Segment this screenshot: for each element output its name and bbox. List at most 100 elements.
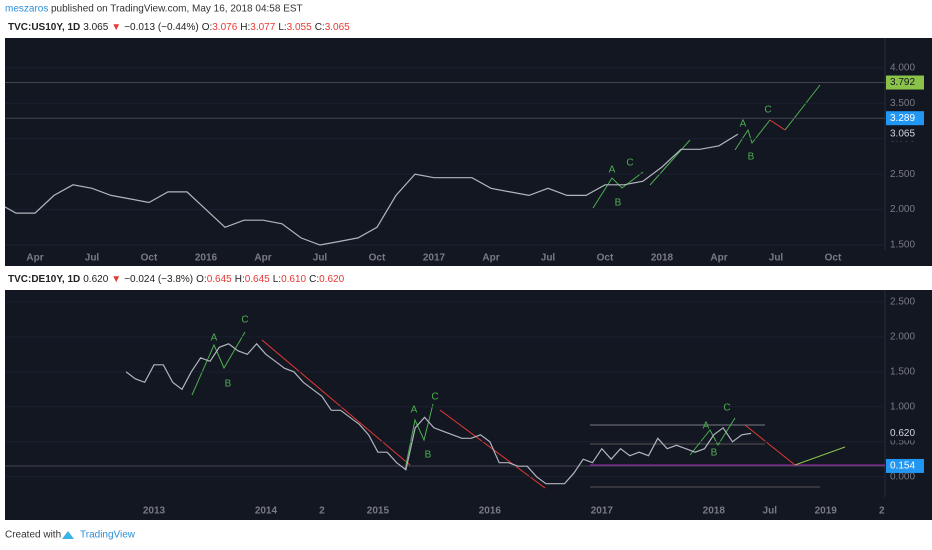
wave	[744, 424, 796, 466]
x-tick-label: 2015	[367, 506, 390, 517]
y-tick-label: 2.000	[890, 331, 915, 342]
x-tick-label: Jul	[85, 253, 100, 264]
wave-label: B	[225, 379, 232, 390]
legend-part: 0.645	[207, 274, 232, 285]
y-tick-label: 2.500	[890, 169, 915, 180]
legend-part: C:	[309, 274, 319, 285]
legend-part: 0.620	[83, 274, 108, 285]
x-tick-label: Jul	[313, 253, 328, 264]
footer-created: Created with	[5, 530, 61, 541]
author[interactable]: meszaros	[5, 4, 48, 15]
x-axis-top	[5, 250, 885, 266]
x-tick-label: Oct	[369, 253, 386, 264]
legend-part: L:	[278, 22, 286, 33]
wave-label: B	[748, 152, 755, 163]
corner	[885, 250, 932, 266]
price-label-box	[886, 426, 924, 441]
wave-label: C	[723, 403, 730, 414]
legend-part: O:	[202, 22, 213, 33]
x-tick-label: Apr	[254, 253, 271, 264]
wave-label: C	[626, 158, 633, 169]
x-tick-label: Oct	[597, 253, 614, 264]
legend-part: 3.055	[287, 22, 312, 33]
legend-part: H:	[235, 274, 245, 285]
x-tick-label: 2	[319, 506, 325, 517]
pane-top	[5, 38, 932, 250]
y-tick-label: 1.500	[890, 366, 915, 377]
legend-part: −0.024 (−3.8%)	[124, 274, 193, 285]
x-tick-label: 2019	[815, 506, 838, 517]
x-tick-label: Oct	[825, 253, 842, 264]
legend: TVC:US10Y, 1D 3.065 ▼ −0.013 (−0.44%) O:3.07…	[8, 22, 350, 33]
wave	[689, 417, 736, 456]
price-label-box	[886, 458, 924, 473]
wave-label: B	[425, 450, 432, 461]
wave-label: B	[711, 448, 718, 459]
y-tick-label: 2.500	[890, 297, 915, 308]
legend-part: ▼	[111, 274, 121, 285]
x-axis-bottom	[5, 497, 885, 520]
x-tick-label: 2017	[423, 253, 446, 264]
y-tick-label: 3.500	[890, 98, 915, 109]
wave-label: A	[703, 421, 710, 432]
y-tick-label: 0.000	[890, 471, 915, 482]
price-label-box	[886, 127, 924, 142]
published: published on TradingView.com, May 16, 20…	[51, 4, 303, 15]
y-tick-label: 1.500	[890, 240, 915, 251]
pane-bottom	[5, 290, 932, 497]
wave	[734, 119, 771, 151]
wave	[649, 139, 691, 186]
legend-part: H:	[240, 22, 250, 33]
x-tick-label: Apr	[710, 253, 727, 264]
wave-label: A	[609, 165, 616, 176]
legend-part: TVC:US10Y, 1D	[8, 22, 80, 33]
x-tick-label: Oct	[141, 253, 158, 264]
price-label: 3.289	[890, 113, 915, 124]
wave-label: B	[615, 198, 622, 209]
wave-label: C	[241, 315, 248, 326]
x-tick-label: 2018	[651, 253, 674, 264]
legend-part: 3.065	[325, 22, 350, 33]
wave	[261, 339, 411, 466]
legend-part: 3.065	[83, 22, 108, 33]
legend-part: 0.610	[281, 274, 306, 285]
x-tick-label: Jul	[763, 506, 778, 517]
price-line-series	[125, 342, 752, 485]
legend-part: O:	[196, 274, 207, 285]
x-tick-label: Apr	[26, 253, 43, 264]
x-tick-label: 2016	[479, 506, 502, 517]
x-tick-label: Jul	[541, 253, 556, 264]
legend-part: −0.013 (−0.44%)	[124, 22, 199, 33]
legend-part: C:	[315, 22, 325, 33]
series	[5, 133, 739, 246]
footer	[0, 520, 932, 550]
series	[125, 342, 752, 485]
wave	[769, 119, 786, 131]
footer-brand[interactable]: TradingView	[80, 530, 136, 541]
legend-part: 3.076	[212, 22, 237, 33]
wave	[794, 446, 846, 466]
drawings	[191, 84, 885, 489]
x-tick-label: 2014	[255, 506, 278, 517]
wave-label: A	[211, 333, 218, 344]
price-label: 3.065	[890, 129, 915, 140]
legend-part: 0.645	[245, 274, 270, 285]
wave-label: C	[764, 105, 771, 116]
price-label-box	[886, 111, 924, 126]
x-tick-label: Apr	[482, 253, 499, 264]
x-tick-label: 2017	[591, 506, 614, 517]
legend: TVC:DE10Y, 1D 0.620 ▼ −0.024 (−3.8%) O:0.645…	[8, 274, 345, 285]
wave	[784, 84, 821, 131]
y-tick-label: 2.000	[890, 204, 915, 215]
legend-part: L:	[273, 274, 281, 285]
y-tick-label: 4.000	[890, 62, 915, 73]
legend-part: 3.077	[250, 22, 275, 33]
y-tick-label: 1.000	[890, 401, 915, 412]
legend-part: ▼	[111, 22, 121, 33]
wave-label: C	[431, 392, 438, 403]
price-label: 0.620	[890, 428, 915, 439]
legend-part: 0.620	[319, 274, 344, 285]
x-tick-label: Jul	[769, 253, 784, 264]
price-label-box	[886, 75, 924, 90]
